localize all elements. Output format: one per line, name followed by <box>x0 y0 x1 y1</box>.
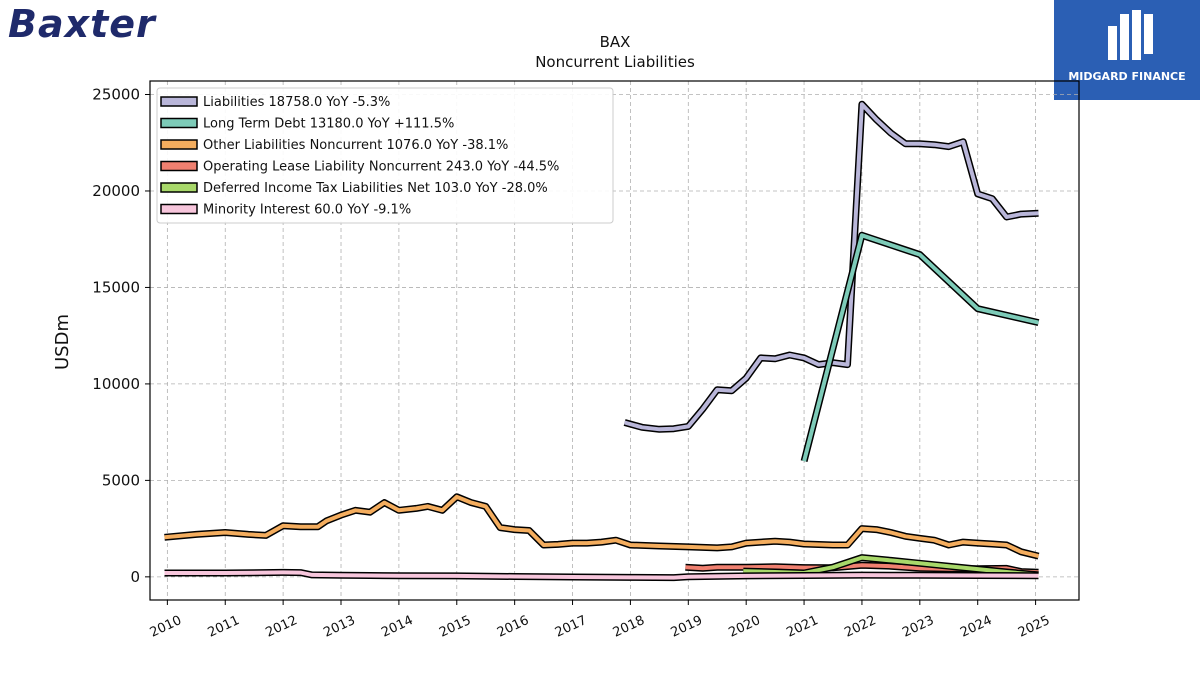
midgard-finance-logo: MIDGARD FINANCE <box>1054 0 1200 100</box>
y-tick-label: 20000 <box>92 182 140 200</box>
other-liabilities-noncurrent-line <box>164 494 1039 559</box>
x-tick-label: 2024 <box>958 613 994 641</box>
x-tick-label: 2014 <box>379 613 415 641</box>
plot-frame <box>149 80 1080 601</box>
y-tick-label: 15000 <box>92 278 140 296</box>
y-axis-label: USDm <box>52 314 73 370</box>
legend-label-deferred-income-tax-liabilities-net: Deferred Income Tax Liabilities Net 103.… <box>203 181 548 196</box>
minority-interest-line <box>164 570 1039 580</box>
legend-swatch-minority-interest <box>160 203 198 215</box>
legend-label-long-term-debt: Long Term Debt 13180.0 YoY +111.5% <box>203 117 454 132</box>
x-tick-label: 2018 <box>611 613 647 641</box>
long-term-debt-line <box>802 233 1039 462</box>
x-tick-label: 2016 <box>495 613 531 641</box>
y-tick-label: 0 <box>130 568 140 586</box>
legend-swatch-other-liabilities-noncurrent <box>160 139 198 150</box>
chart-title: BAX <box>600 33 631 51</box>
legend-label-liabilities: Liabilities 18758.0 YoY -5.3% <box>203 95 390 110</box>
legend: Liabilities 18758.0 YoY -5.3% Long Term D… <box>156 87 614 224</box>
x-tick-label: 2015 <box>437 613 473 641</box>
y-tick-label: 10000 <box>92 375 140 393</box>
y-tick-label: 5000 <box>102 471 140 489</box>
x-tick-label: 2021 <box>784 613 820 641</box>
x-tick-label: 2022 <box>842 613 878 641</box>
legend-label-operating-lease-liability-noncurrent: Operating Lease Liability Noncurrent 243… <box>203 160 559 175</box>
x-tick-label: 2013 <box>321 613 357 641</box>
legend-label-minority-interest: Minority Interest 60.0 YoY -9.1% <box>203 203 411 218</box>
midgard-brand-text: MIDGARD FINANCE <box>1068 70 1186 83</box>
legend-swatch-liabilities <box>160 96 198 107</box>
baxter-logo: Baxter <box>8 2 156 46</box>
x-tick-label: 2025 <box>1016 613 1052 641</box>
liabilities-line <box>624 102 1039 432</box>
x-tick-label: 2023 <box>900 613 936 641</box>
liabilities-line-outline <box>623 100 1039 433</box>
legend-swatch-operating-lease-liability-noncurrent <box>160 160 198 172</box>
x-tick-label: 2017 <box>553 613 589 641</box>
legend-label-other-liabilities-noncurrent: Other Liabilities Noncurrent 1076.0 YoY … <box>203 138 508 153</box>
legend-box <box>156 87 614 224</box>
x-tick-label: 2012 <box>263 613 299 641</box>
x-tick-label: 2010 <box>148 613 184 641</box>
long-term-debt-line-outline <box>800 231 1040 462</box>
chart-subtitle: Noncurrent Liabilities <box>535 53 695 71</box>
midgard-emblem-icon <box>1108 10 1153 60</box>
y-tick-label: 25000 <box>92 86 140 104</box>
x-tick-label: 2011 <box>206 613 242 641</box>
series-group <box>164 100 1040 582</box>
legend-swatch-long-term-debt <box>160 117 198 129</box>
legend-swatch-deferred-income-tax-liabilities-net <box>160 182 198 193</box>
x-tick-label: 2019 <box>669 613 705 641</box>
x-tick-label: 2020 <box>727 613 763 641</box>
